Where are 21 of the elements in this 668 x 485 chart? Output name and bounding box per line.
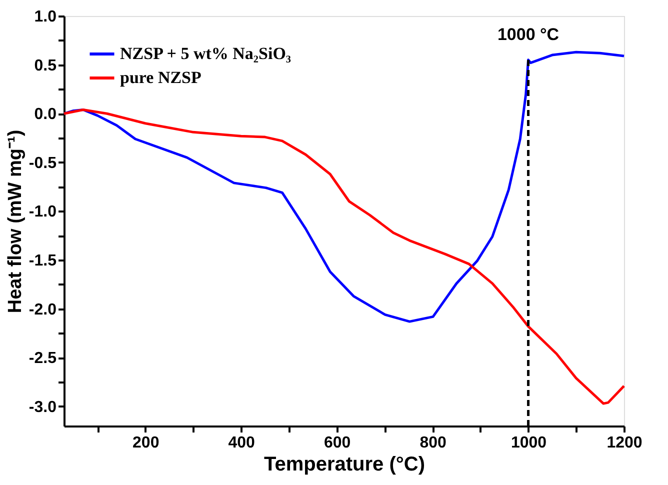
x-tick-label: 1000	[510, 434, 547, 452]
y-tick-label: 0.0	[34, 106, 57, 124]
x-tick-label: 200	[132, 434, 160, 452]
x-tick-label: 400	[228, 434, 256, 452]
y-axis-title: Heat flow (mW mg⁻¹)	[4, 130, 26, 314]
x-tick-label: 800	[420, 434, 446, 452]
y-tick-label: -0.5	[28, 154, 57, 172]
y-tick-label: 0.5	[34, 57, 57, 74]
y-tick-label: -2.5	[28, 350, 57, 368]
legend-label: NZSP + 5 wt% Na₂SiO₃	[120, 44, 292, 63]
y-tick-label: -2.0	[28, 301, 57, 318]
x-tick-label: 1200	[606, 434, 642, 452]
ref-line-label: 1000 °C	[497, 24, 560, 44]
x-tick-label: 600	[324, 434, 351, 452]
y-tick-label: -1.0	[28, 204, 57, 221]
y-tick-label: -1.5	[28, 252, 57, 270]
legend-label: pure NZSP	[120, 68, 202, 87]
line-series	[62, 108, 626, 405]
y-tick-label: -3.0	[28, 398, 57, 416]
y-tick-label: 1.0	[34, 8, 57, 26]
x-axis-title: Temperature (°C)	[264, 454, 425, 476]
